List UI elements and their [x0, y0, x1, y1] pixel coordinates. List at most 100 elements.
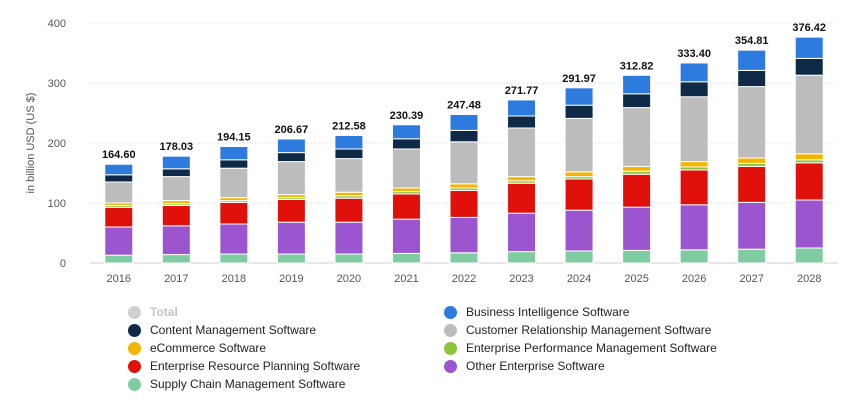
- bar-segment[interactable]: [104, 174, 134, 183]
- legend-label: Enterprise Performance Management Softwa…: [466, 341, 717, 355]
- bar-segment[interactable]: [737, 157, 767, 164]
- bar-segment[interactable]: [391, 252, 421, 264]
- legend-item[interactable]: Other Enterprise Software: [444, 357, 605, 375]
- bar-segment[interactable]: [507, 212, 537, 253]
- bar-segment[interactable]: [219, 167, 249, 199]
- bar-segment[interactable]: [737, 165, 767, 203]
- bar-segment[interactable]: [737, 86, 767, 159]
- bar-segment[interactable]: [449, 141, 479, 185]
- bar-segment[interactable]: [507, 182, 537, 214]
- bar-segment[interactable]: [161, 254, 191, 264]
- legend-item[interactable]: Content Management Software: [128, 321, 316, 339]
- legend-item[interactable]: Supply Chain Management Software: [128, 375, 345, 393]
- legend-item[interactable]: Customer Relationship Management Softwar…: [444, 321, 711, 339]
- bar-segment[interactable]: [564, 87, 594, 106]
- bar-segment[interactable]: [276, 138, 306, 154]
- bar-segment[interactable]: [449, 129, 479, 143]
- bar-segment[interactable]: [219, 146, 249, 161]
- bar-segment[interactable]: [679, 62, 709, 83]
- bar-segment[interactable]: [276, 152, 306, 163]
- bar-segment[interactable]: [737, 49, 767, 71]
- bar-segment[interactable]: [104, 254, 134, 264]
- bar-segment[interactable]: [564, 171, 594, 178]
- legend-item[interactable]: eCommerce Software: [128, 339, 266, 357]
- bar-segment[interactable]: [219, 201, 249, 225]
- bar-segment[interactable]: [219, 223, 249, 255]
- bar-segment[interactable]: [507, 99, 537, 117]
- bar-segment[interactable]: [564, 117, 594, 173]
- bar-segment[interactable]: [391, 138, 421, 150]
- bar-segment[interactable]: [794, 199, 824, 249]
- bar-segment[interactable]: [794, 162, 824, 201]
- bar-segment[interactable]: [622, 249, 652, 264]
- bar-segment[interactable]: [794, 57, 824, 76]
- bar-segment[interactable]: [679, 96, 709, 163]
- bar-segment[interactable]: [564, 104, 594, 119]
- bar-segment[interactable]: [679, 204, 709, 251]
- bar-segment[interactable]: [794, 153, 824, 161]
- bar-segment[interactable]: [391, 148, 421, 189]
- bar-segment[interactable]: [334, 148, 364, 160]
- bar-segment[interactable]: [679, 169, 709, 206]
- bar-segment[interactable]: [161, 204, 191, 227]
- bar-segment[interactable]: [449, 252, 479, 264]
- bar-segment[interactable]: [507, 176, 537, 182]
- bar-segment[interactable]: [564, 209, 594, 252]
- bar-segment[interactable]: [679, 161, 709, 168]
- bar-segment[interactable]: [276, 161, 306, 196]
- bar-segment[interactable]: [276, 253, 306, 264]
- bar-segment[interactable]: [564, 178, 594, 211]
- bar-segment[interactable]: [104, 181, 134, 204]
- bar-segment[interactable]: [737, 201, 767, 250]
- bar-segment[interactable]: [564, 250, 594, 264]
- bar-segment[interactable]: [737, 69, 767, 88]
- bar-segment[interactable]: [679, 81, 709, 98]
- bar-segment[interactable]: [104, 226, 134, 256]
- bar-segment[interactable]: [507, 127, 537, 178]
- bar-segment[interactable]: [622, 107, 652, 167]
- bar-segment[interactable]: [794, 74, 824, 155]
- bar-segment[interactable]: [334, 134, 364, 150]
- bar-segment[interactable]: [391, 218, 421, 254]
- bar-segment[interactable]: [391, 193, 421, 220]
- bar-segment[interactable]: [161, 176, 191, 202]
- bar-segment[interactable]: [507, 115, 537, 129]
- bar-segment[interactable]: [507, 251, 537, 264]
- bar-segment[interactable]: [449, 216, 479, 254]
- bar-segment[interactable]: [391, 124, 421, 140]
- bar-segment[interactable]: [276, 221, 306, 255]
- bar-segment[interactable]: [104, 163, 134, 176]
- legend-item[interactable]: Enterprise Performance Management Softwa…: [444, 339, 717, 357]
- bar-segment[interactable]: [276, 198, 306, 223]
- bar-segment[interactable]: [622, 93, 652, 109]
- bar-segment[interactable]: [334, 221, 364, 255]
- bar-segment[interactable]: [679, 249, 709, 264]
- legend-item[interactable]: Business Intelligence Software: [444, 303, 629, 321]
- total-data-label: 194.15: [217, 132, 251, 144]
- bar-segment[interactable]: [449, 183, 479, 189]
- bar-segment[interactable]: [449, 189, 479, 218]
- bar-segment[interactable]: [161, 225, 191, 256]
- bar-segment[interactable]: [449, 114, 479, 131]
- y-tick-label: 200: [48, 138, 66, 150]
- bar-segment[interactable]: [622, 74, 652, 95]
- total-data-label: 312.82: [620, 60, 654, 72]
- bar-segment[interactable]: [794, 36, 824, 59]
- bar-segment[interactable]: [622, 165, 652, 172]
- bar-segment[interactable]: [161, 155, 191, 170]
- bar-segment[interactable]: [161, 168, 191, 178]
- bar-segment[interactable]: [219, 253, 249, 264]
- legend-item[interactable]: Enterprise Resource Planning Software: [128, 357, 360, 375]
- bar-segment[interactable]: [622, 206, 652, 251]
- bar-segment[interactable]: [334, 191, 364, 197]
- bar-segment[interactable]: [104, 206, 134, 228]
- bar-segment[interactable]: [334, 253, 364, 264]
- legend-item[interactable]: Total: [128, 303, 178, 321]
- bar-segment[interactable]: [622, 173, 652, 208]
- bar-segment[interactable]: [334, 158, 364, 193]
- bar-segment[interactable]: [334, 197, 364, 223]
- bar-segment[interactable]: [219, 159, 249, 169]
- bar-segment[interactable]: [794, 247, 824, 264]
- bar-segment[interactable]: [391, 187, 421, 193]
- bar-segment[interactable]: [737, 248, 767, 264]
